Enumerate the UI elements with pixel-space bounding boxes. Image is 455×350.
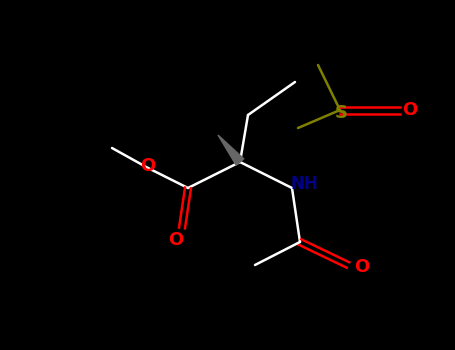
- Text: NH: NH: [290, 175, 318, 193]
- Text: O: O: [141, 157, 156, 175]
- Text: O: O: [402, 101, 418, 119]
- Polygon shape: [218, 135, 244, 165]
- Text: S: S: [334, 104, 348, 122]
- Text: O: O: [354, 258, 369, 276]
- Text: O: O: [168, 231, 184, 249]
